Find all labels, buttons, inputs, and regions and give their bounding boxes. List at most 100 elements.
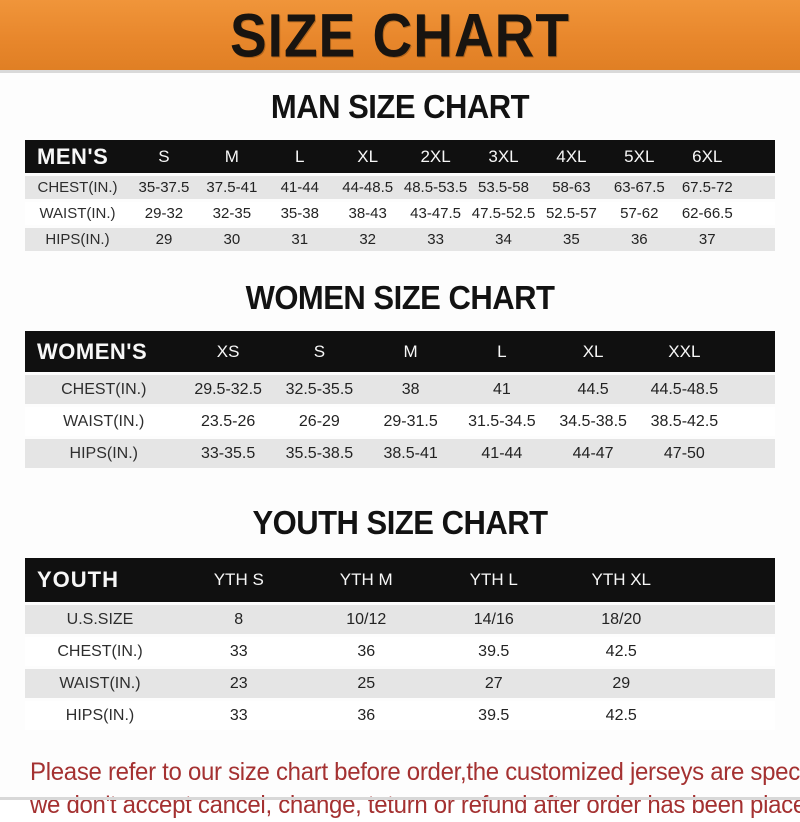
size-value-cell: 33 xyxy=(175,637,303,666)
size-value-cell: 32.5-35.5 xyxy=(273,375,365,404)
size-value-cell: 48.5-53.5 xyxy=(401,176,470,199)
size-value-cell: 67.5-72 xyxy=(673,176,742,199)
table-row: U.S.SIZE 8 10/12 14/16 18/20 xyxy=(25,605,775,634)
size-value-cell: 33 xyxy=(175,701,303,730)
row-label-cell: WAIST(IN.) xyxy=(25,407,183,436)
size-value-cell: 29 xyxy=(557,669,685,698)
size-value-cell: 33-35.5 xyxy=(182,439,274,468)
size-value-cell: 52.5-57 xyxy=(537,202,606,225)
size-column-header: 6XL xyxy=(673,140,742,173)
row-label-cell: WAIST(IN.) xyxy=(25,202,130,225)
size-column-header: XXL xyxy=(638,331,730,372)
size-value-cell: 53.5-58 xyxy=(469,176,538,199)
size-value-cell: 38-43 xyxy=(333,202,402,225)
size-value-cell: 39.5 xyxy=(430,637,558,666)
size-value-cell: 36 xyxy=(605,228,674,251)
row-label-cell: WAIST(IN.) xyxy=(25,669,175,698)
size-column-header: S xyxy=(273,331,365,372)
size-value-cell: 37.5-41 xyxy=(197,176,266,199)
size-value-cell: 32 xyxy=(333,228,402,251)
footer-notice: Please refer to our size chart before or… xyxy=(0,755,800,821)
size-value-cell: 41 xyxy=(456,375,548,404)
table-title-cell: WOMEN'S xyxy=(25,331,183,372)
filler-cell xyxy=(741,176,775,199)
size-value-cell: 18/20 xyxy=(557,605,685,634)
size-column-header: L xyxy=(456,331,548,372)
row-label-cell: U.S.SIZE xyxy=(25,605,175,634)
size-value-cell: 63-67.5 xyxy=(605,176,674,199)
filler-cell xyxy=(741,228,775,251)
row-label-cell: CHEST(IN.) xyxy=(25,176,130,199)
size-value-cell: 29.5-32.5 xyxy=(182,375,274,404)
bottom-edge-divider xyxy=(0,797,800,800)
size-value-cell: 62-66.5 xyxy=(673,202,742,225)
women-section: WOMEN SIZE CHART WOMEN'S XS S M L XL XXL CHEST(… xyxy=(0,278,800,471)
size-value-cell: 37 xyxy=(673,228,742,251)
size-column-header: YTH L xyxy=(430,558,558,602)
size-value-cell: 35-38 xyxy=(265,202,334,225)
row-label-cell: HIPS(IN.) xyxy=(25,439,183,468)
filler-cell xyxy=(730,331,775,372)
filler-cell xyxy=(685,558,775,602)
size-column-header: 2XL xyxy=(401,140,470,173)
notice-line-2: we don't accept cancel, change, teturn o… xyxy=(30,791,800,820)
size-value-cell: 29 xyxy=(130,228,198,251)
size-value-cell: 38 xyxy=(365,375,457,404)
size-value-cell: 42.5 xyxy=(557,637,685,666)
size-value-cell: 38.5-42.5 xyxy=(638,407,730,436)
size-value-cell: 26-29 xyxy=(273,407,365,436)
table-row: WAIST(IN.) 29-32 32-35 35-38 38-43 43-47.5 47.… xyxy=(25,202,775,225)
size-value-cell: 47-50 xyxy=(638,439,730,468)
size-value-cell: 43-47.5 xyxy=(401,202,470,225)
men-section: MAN SIZE CHART MEN'S S M L XL 2XL 3XL 4XL 5XL 6XL… xyxy=(0,88,800,254)
size-value-cell: 23 xyxy=(175,669,303,698)
size-column-header: 5XL xyxy=(605,140,674,173)
row-label-cell: HIPS(IN.) xyxy=(25,228,130,251)
size-column-header: 4XL xyxy=(537,140,606,173)
row-label-cell: CHEST(IN.) xyxy=(25,637,175,666)
size-column-header: 3XL xyxy=(469,140,538,173)
filler-cell xyxy=(685,669,775,698)
size-value-cell: 36 xyxy=(302,637,430,666)
size-value-cell: 44-48.5 xyxy=(333,176,402,199)
size-value-cell: 29-32 xyxy=(130,202,198,225)
table-header-row: MEN'S S M L XL 2XL 3XL 4XL 5XL 6XL xyxy=(25,140,775,173)
size-column-header: XL xyxy=(333,140,402,173)
size-value-cell: 42.5 xyxy=(557,701,685,730)
size-value-cell: 14/16 xyxy=(430,605,558,634)
women-table-wrapper: WOMEN'S XS S M L XL XXL CHEST(IN.) 29.5-32.5 32.5… xyxy=(0,328,800,471)
table-row: WAIST(IN.) 23.5-26 26-29 29-31.5 31.5-34.5 34… xyxy=(25,407,775,436)
table-title-cell: MEN'S xyxy=(25,140,130,173)
size-value-cell: 27 xyxy=(430,669,558,698)
row-label-cell: HIPS(IN.) xyxy=(25,701,175,730)
table-row: CHEST(IN.) 35-37.5 37.5-41 41-44 44-48.5 48.5… xyxy=(25,176,775,199)
size-value-cell: 44.5 xyxy=(547,375,639,404)
page-title: SIZE CHART xyxy=(230,0,570,70)
size-value-cell: 31.5-34.5 xyxy=(456,407,548,436)
size-value-cell: 36 xyxy=(302,701,430,730)
size-value-cell: 23.5-26 xyxy=(182,407,274,436)
youth-section-heading: YOUTH SIZE CHART xyxy=(252,503,548,542)
size-value-cell: 25 xyxy=(302,669,430,698)
size-value-cell: 31 xyxy=(265,228,334,251)
table-title-cell: YOUTH xyxy=(25,558,175,602)
women-section-heading: WOMEN SIZE CHART xyxy=(245,278,555,317)
table-header-row: WOMEN'S XS S M L XL XXL xyxy=(25,331,775,372)
size-value-cell: 33 xyxy=(401,228,470,251)
size-column-header: XS xyxy=(182,331,274,372)
men-size-table: MEN'S S M L XL 2XL 3XL 4XL 5XL 6XL CHEST(IN.) 35-37… xyxy=(25,137,775,254)
size-value-cell: 34 xyxy=(469,228,538,251)
size-value-cell: 44-47 xyxy=(547,439,639,468)
size-value-cell: 29-31.5 xyxy=(365,407,457,436)
table-row: HIPS(IN.) 33-35.5 35.5-38.5 38.5-41 41-44 44-… xyxy=(25,439,775,468)
table-row: CHEST(IN.) 33 36 39.5 42.5 xyxy=(25,637,775,666)
filler-cell xyxy=(730,375,775,404)
size-column-header: YTH S xyxy=(175,558,303,602)
table-row: HIPS(IN.) 33 36 39.5 42.5 xyxy=(25,701,775,730)
size-value-cell: 34.5-38.5 xyxy=(547,407,639,436)
size-value-cell: 32-35 xyxy=(197,202,266,225)
size-value-cell: 35-37.5 xyxy=(130,176,198,199)
filler-cell xyxy=(685,701,775,730)
size-value-cell: 41-44 xyxy=(265,176,334,199)
